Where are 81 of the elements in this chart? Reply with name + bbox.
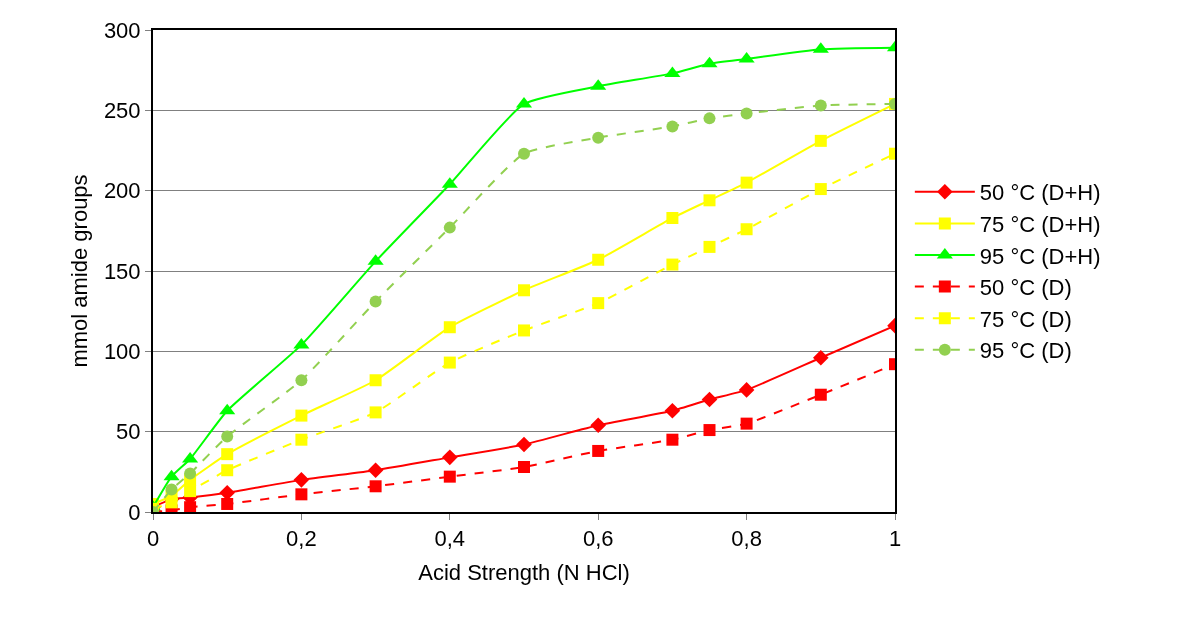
y-tick-label: 300 bbox=[103, 17, 141, 43]
x-axis-title: Acid Strength (N HCl) bbox=[418, 559, 630, 585]
point bbox=[701, 56, 718, 68]
point bbox=[666, 258, 679, 271]
legend-label: 75 °C (D+H) bbox=[979, 211, 1101, 237]
point bbox=[703, 112, 716, 125]
legend-label: 50 °C (D+H) bbox=[979, 180, 1101, 206]
point bbox=[518, 324, 530, 337]
y-tick-label: 0 bbox=[128, 499, 141, 525]
point bbox=[295, 409, 308, 422]
point bbox=[814, 99, 827, 112]
point bbox=[703, 240, 716, 253]
legend-label: 75 °C (D) bbox=[979, 306, 1072, 332]
point bbox=[443, 356, 456, 369]
y-tick-label: 150 bbox=[103, 258, 141, 284]
point bbox=[443, 321, 456, 334]
point bbox=[369, 480, 382, 493]
x-tick-label: 0 bbox=[146, 526, 160, 552]
point bbox=[518, 147, 530, 160]
point bbox=[293, 472, 310, 488]
x-tick-label: 0,6 bbox=[582, 526, 614, 552]
point bbox=[516, 436, 532, 453]
point bbox=[369, 374, 382, 387]
point bbox=[703, 194, 716, 207]
point bbox=[740, 417, 753, 430]
point bbox=[738, 51, 755, 63]
point bbox=[165, 496, 178, 509]
point bbox=[740, 107, 753, 120]
point bbox=[369, 295, 382, 308]
point bbox=[165, 483, 178, 496]
x-tick-label: 0,2 bbox=[286, 526, 317, 552]
point bbox=[295, 488, 308, 501]
point bbox=[221, 430, 234, 443]
point bbox=[184, 485, 197, 498]
point bbox=[184, 501, 197, 512]
legend-label: 95 °C (D+H) bbox=[979, 243, 1101, 269]
y-axis-title: mmol amide groups bbox=[67, 174, 93, 368]
point bbox=[590, 417, 606, 434]
point bbox=[367, 462, 384, 479]
point bbox=[592, 444, 605, 457]
point bbox=[219, 403, 236, 415]
legend-label: 50 °C (D) bbox=[979, 275, 1072, 301]
point bbox=[442, 449, 458, 466]
point bbox=[518, 284, 530, 297]
point bbox=[182, 451, 199, 463]
point bbox=[814, 388, 827, 401]
point bbox=[293, 337, 310, 349]
point bbox=[740, 223, 753, 236]
point bbox=[518, 461, 530, 474]
y-tick-label: 100 bbox=[103, 339, 141, 365]
x-tick-label: 0,8 bbox=[731, 526, 762, 552]
point bbox=[592, 253, 605, 266]
point bbox=[592, 131, 605, 144]
point bbox=[221, 497, 234, 510]
point bbox=[814, 183, 827, 196]
y-tick-label: 200 bbox=[103, 178, 141, 204]
point bbox=[666, 433, 679, 446]
point bbox=[814, 134, 827, 147]
point bbox=[592, 297, 605, 310]
point bbox=[184, 467, 197, 480]
point bbox=[295, 374, 308, 387]
point bbox=[221, 464, 234, 477]
point bbox=[221, 448, 234, 461]
point bbox=[703, 424, 716, 437]
x-tick-label: 0,4 bbox=[434, 526, 466, 552]
point bbox=[666, 120, 679, 133]
y-tick-label: 50 bbox=[116, 419, 141, 445]
point bbox=[369, 406, 382, 419]
point bbox=[701, 391, 718, 408]
point bbox=[664, 402, 681, 419]
point bbox=[666, 211, 679, 224]
y-tick-label: 250 bbox=[103, 98, 141, 124]
point bbox=[443, 470, 456, 483]
point bbox=[163, 469, 180, 481]
point bbox=[813, 349, 829, 366]
point bbox=[740, 176, 753, 189]
x-tick-label: 1 bbox=[888, 526, 902, 552]
point bbox=[738, 382, 755, 398]
legend-label: 95 °C (D) bbox=[979, 338, 1072, 364]
point bbox=[443, 221, 456, 234]
point bbox=[295, 433, 308, 446]
